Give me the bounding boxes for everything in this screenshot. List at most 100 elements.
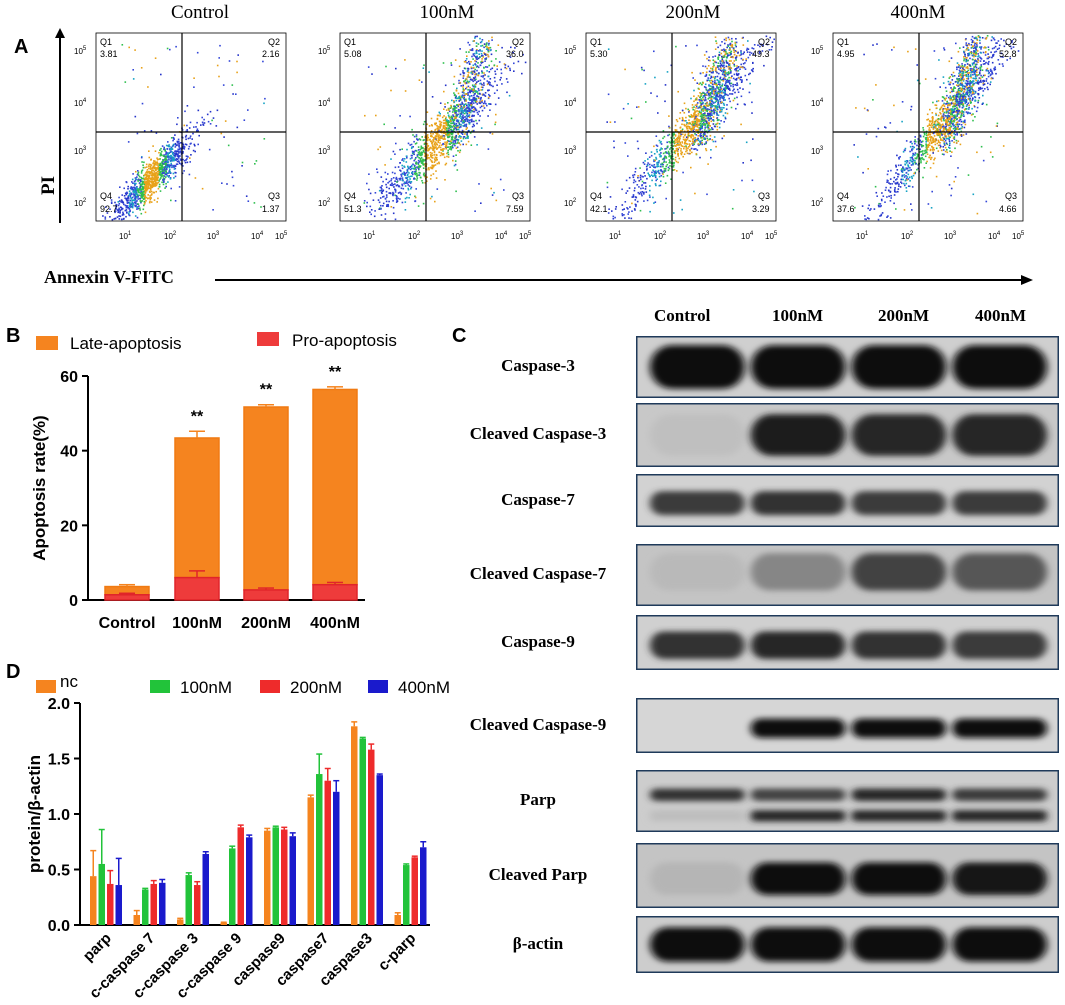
blot-row-label: Caspase-3: [501, 356, 575, 375]
y-tick-label: 105: [318, 46, 331, 56]
quadrant-label: Q2: [512, 37, 524, 47]
quadrant-label: 42.1: [590, 204, 608, 214]
bar-nc: [264, 830, 271, 925]
legend-pro-label: Pro-apoptosis: [292, 331, 397, 350]
blot-strip: [636, 544, 1059, 606]
y-tick-label: 102: [564, 198, 577, 208]
bar-nc: [133, 915, 140, 925]
y-tick-label: 102: [318, 198, 331, 208]
bar-200nm: [281, 829, 288, 925]
x-tick-label: 104: [251, 231, 264, 241]
blot-row-label: Caspase-9: [501, 631, 575, 651]
bar-200nm: [107, 883, 114, 925]
blot-band: [952, 553, 1047, 591]
x-tick-label: 102: [901, 231, 914, 241]
quadrant-label: Q2: [1005, 37, 1017, 47]
blot-band: [750, 345, 846, 389]
y-axis-label: protein/β-actin: [25, 755, 44, 873]
flow-plot: Q1 5.30 Q2 49.3 Q3 3.29 Q4 42.1 101 102 103 104 105 1…: [564, 32, 778, 241]
bar-200nm: [194, 885, 201, 925]
bar-pro-apoptosis: [104, 594, 150, 601]
blot-band: [851, 862, 947, 895]
quadrant-label: 92.7: [100, 204, 118, 214]
bar-400nm: [159, 882, 166, 925]
panel-d-letter: D: [6, 661, 21, 683]
blot-band: [952, 927, 1047, 962]
y-tick-label: 20: [60, 518, 78, 535]
x-tick-label: 103: [944, 231, 957, 241]
blot-column-label: 200nM: [878, 306, 929, 325]
y-tick-label: 105: [564, 46, 577, 56]
bar-100nm: [403, 865, 410, 925]
quadrant-label: Q4: [837, 191, 849, 201]
blot-column-label: 400nM: [975, 306, 1026, 325]
bar-400nm: [420, 847, 427, 925]
blot-row-label: Cleaved Caspase-9: [469, 714, 607, 734]
blot-border: [636, 474, 1059, 527]
y-tick-label: 104: [318, 98, 331, 108]
y-tick-label: 105: [811, 46, 824, 56]
blot-strip: [636, 403, 1059, 467]
blot-band: [952, 491, 1047, 516]
quadrant-label: 5.08: [344, 49, 362, 59]
blot-row-label: Cleaved Caspase-7: [469, 564, 607, 583]
plot-frame: [95, 32, 287, 222]
quadrant-label: 1.37: [262, 204, 280, 214]
y-tick-label: 104: [564, 98, 577, 108]
bar-400nm: [289, 836, 296, 925]
blot-band-lower: [650, 810, 745, 822]
quadrant-label: 36.0: [506, 49, 524, 59]
blot-border: [636, 336, 1059, 398]
bar-nc: [177, 919, 184, 925]
quadrant-label: 2.16: [262, 49, 280, 59]
y-tick-label: 102: [811, 198, 824, 208]
blot-band: [952, 345, 1047, 389]
y-tick-label: 1.5: [48, 752, 70, 769]
quadrant-label: 4.66: [999, 204, 1017, 214]
bar-100nm: [185, 875, 192, 925]
bar-pro-apoptosis: [312, 583, 358, 601]
quadrant-label: 5.30: [590, 49, 608, 59]
blot-strip: [636, 474, 1059, 527]
blot-border: [636, 770, 1059, 832]
blot-band: [750, 718, 846, 738]
bar-100nm: [316, 774, 323, 925]
x-tick-label: 400nM: [310, 615, 360, 632]
blot-band: [750, 414, 846, 456]
blot-band-lower: [952, 810, 1047, 822]
quadrant-label: Q3: [268, 191, 280, 201]
quadrant-label: 52.8: [999, 49, 1017, 59]
blot-strip: [636, 336, 1059, 398]
legend-pro-swatch: [257, 332, 279, 346]
y-tick-label: 103: [564, 146, 577, 156]
y-tick-label: 60: [60, 369, 78, 386]
legend-late-swatch: [36, 336, 58, 350]
annexin-axis-arrow: [215, 275, 1033, 285]
blot-border: [636, 843, 1059, 908]
y-tick-label: 40: [60, 444, 78, 461]
quadrant-label: Q1: [590, 37, 602, 47]
quadrant-label: Q4: [590, 191, 602, 201]
blot-row-label: Cleaved Caspase-3: [469, 424, 607, 443]
plot-frame: [832, 32, 1024, 222]
blot-band: [851, 788, 947, 801]
panel-a-letter: A: [14, 36, 29, 58]
legend-late-label: Late-apoptosis: [70, 334, 182, 353]
significance-mark: **: [329, 364, 342, 381]
y-tick-label: 0.0: [48, 918, 70, 935]
quadrant-label: Q2: [758, 37, 770, 47]
y-tick-label: 103: [811, 146, 824, 156]
pi-axis-label: PI: [38, 176, 59, 195]
blot-band: [952, 414, 1047, 456]
flow-plot-title: 200nM: [665, 2, 721, 23]
legend-label: 400nM: [398, 678, 450, 697]
quadrant-label: 4.95: [837, 49, 855, 59]
blot-strip: [636, 698, 1059, 753]
blot-row-label: β-actin: [512, 933, 564, 953]
significance-mark: **: [260, 382, 273, 399]
bar-100nm: [142, 889, 149, 925]
y-axis-label: Apoptosis rate(%): [30, 415, 49, 560]
quadrant-label: Q1: [837, 37, 849, 47]
bar-400nm: [115, 885, 122, 925]
quadrant-label: Q1: [100, 37, 112, 47]
